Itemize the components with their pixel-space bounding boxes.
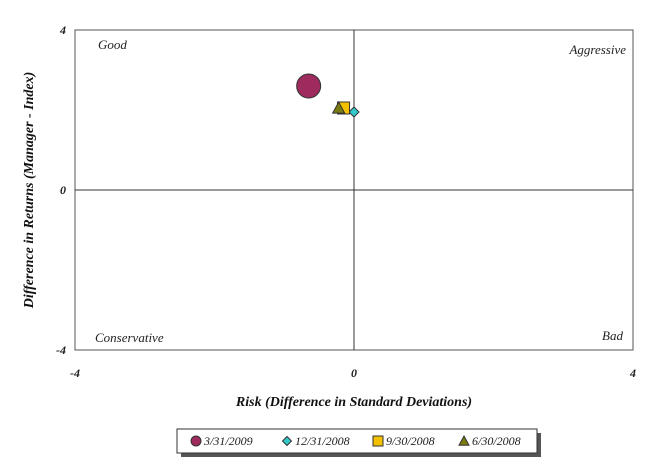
legend-label-3: 6/30/2008	[472, 434, 521, 448]
x-tick-label-right: 4	[629, 366, 636, 380]
legend-marker-circle	[190, 435, 202, 447]
x-tick-label-zero: 0	[351, 366, 357, 380]
legend-marker-square	[372, 435, 384, 447]
legend-box	[176, 428, 538, 454]
quadrant-label-bad: Bad	[602, 328, 623, 343]
y-tick-label-top: 4	[59, 23, 66, 37]
legend-marker-triangle	[458, 434, 470, 446]
y-axis-title: Difference in Returns (Manager - Index)	[22, 72, 37, 310]
legend-label-2: 9/30/2008	[386, 434, 435, 448]
x-tick-label-left: -4	[70, 366, 80, 380]
x-axis-title: Risk (Difference in Standard Deviations)	[235, 395, 472, 410]
quadrant-label-good: Good	[98, 37, 127, 52]
legend: 3/31/2009 12/31/2008 9/30/2008 6/30/2008	[176, 428, 541, 457]
y-tick-label-bottom: -4	[56, 343, 66, 357]
data-markers	[296, 73, 360, 118]
data-point-circle-0	[296, 73, 322, 99]
legend-label-1: 12/31/2008	[295, 434, 350, 448]
y-tick-label-zero: 0	[60, 183, 66, 197]
quadrant-label-aggressive: Aggressive	[568, 42, 626, 57]
data-point-diamond-1	[348, 106, 360, 118]
quadrant-label-conservative: Conservative	[95, 330, 164, 345]
legend-label-0: 3/31/2009	[203, 434, 253, 448]
data-point-triangle-3	[331, 100, 346, 114]
legend-marker-diamond	[281, 435, 293, 447]
